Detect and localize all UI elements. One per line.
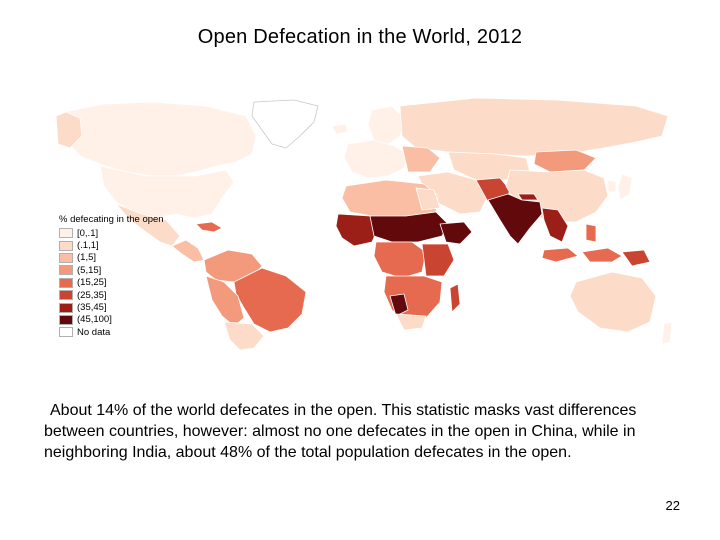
legend-label: (1,5] bbox=[77, 252, 97, 264]
page-number: 22 bbox=[665, 498, 680, 513]
legend-rows: [0,.1] (.1,1] (1,5] (5,15] (15,25] (25,35] (35… bbox=[59, 227, 207, 339]
region-philippines bbox=[585, 223, 597, 243]
slide-title: Open Defecation in the World, 2012 bbox=[197, 26, 523, 48]
legend-item: (.1,1] bbox=[59, 239, 207, 251]
legend-swatch bbox=[59, 240, 73, 251]
legend-swatch bbox=[59, 252, 73, 263]
region-scandinavia bbox=[367, 105, 405, 147]
slide-caption: About 14% of the world defecates in the … bbox=[44, 400, 684, 463]
region-canada bbox=[63, 101, 257, 177]
world-map-svg bbox=[56, 97, 673, 350]
legend-label: (.1,1] bbox=[77, 240, 99, 252]
region-western-europe bbox=[343, 139, 409, 179]
legend-label: (25,35] bbox=[77, 289, 107, 301]
region-greenland bbox=[251, 99, 319, 149]
region-south-africa bbox=[395, 313, 427, 331]
region-east-africa bbox=[421, 243, 455, 277]
legend-item: (5,15] bbox=[59, 264, 207, 276]
region-horn-of-africa bbox=[439, 221, 473, 245]
region-southern-cone bbox=[223, 321, 265, 350]
region-nepal bbox=[517, 193, 539, 201]
legend-title: % defecating in the open bbox=[59, 214, 164, 225]
legend-item: (35,45] bbox=[59, 301, 207, 313]
legend-swatch bbox=[59, 302, 73, 313]
legend-swatch bbox=[59, 228, 73, 239]
region-egypt bbox=[415, 187, 441, 211]
world-map bbox=[56, 96, 674, 350]
region-indonesia-west bbox=[541, 247, 579, 263]
region-southeast-asia bbox=[541, 207, 569, 243]
region-iceland bbox=[331, 123, 349, 135]
legend-label: (35,45] bbox=[77, 302, 107, 314]
region-mongolia bbox=[533, 149, 597, 173]
region-australia bbox=[569, 271, 657, 333]
region-madagascar bbox=[449, 283, 461, 313]
legend-swatch bbox=[59, 314, 73, 325]
region-sahel bbox=[369, 211, 449, 243]
region-india bbox=[487, 193, 543, 245]
map-legend: % defecating in the open [0,.1] (.1,1] (1,… bbox=[59, 214, 207, 339]
region-namibia bbox=[389, 293, 409, 317]
region-indonesia-east bbox=[581, 247, 623, 263]
region-brazil bbox=[233, 267, 307, 333]
region-papua bbox=[621, 249, 651, 267]
legend-swatch bbox=[59, 265, 73, 276]
region-usa bbox=[99, 165, 235, 219]
legend-swatch bbox=[59, 327, 73, 338]
legend-swatch bbox=[59, 277, 73, 288]
region-caribbean bbox=[195, 221, 223, 233]
legend-swatch bbox=[59, 290, 73, 301]
legend-item: (25,35] bbox=[59, 289, 207, 301]
region-alaska bbox=[56, 111, 83, 149]
legend-label: [0,.1] bbox=[77, 227, 99, 239]
legend-item: (15,25] bbox=[59, 277, 207, 289]
legend-label: (15,25] bbox=[77, 277, 107, 289]
region-japan bbox=[617, 173, 633, 201]
legend-label: (5,15] bbox=[77, 264, 102, 276]
legend-item: (1,5] bbox=[59, 252, 207, 264]
region-korea bbox=[607, 179, 617, 193]
region-central-africa bbox=[373, 241, 427, 279]
region-eastern-europe bbox=[401, 145, 441, 173]
region-new-zealand bbox=[661, 321, 673, 345]
region-russia bbox=[399, 97, 669, 157]
legend-label: (45,100] bbox=[77, 314, 112, 326]
region-andes bbox=[205, 275, 245, 327]
caption-text: About 14% of the world defecates in the … bbox=[44, 402, 637, 461]
legend-item: (45,100] bbox=[59, 314, 207, 326]
legend-item: No data bbox=[59, 326, 207, 338]
legend-label: No data bbox=[77, 326, 111, 338]
legend-item: [0,.1] bbox=[59, 227, 207, 239]
